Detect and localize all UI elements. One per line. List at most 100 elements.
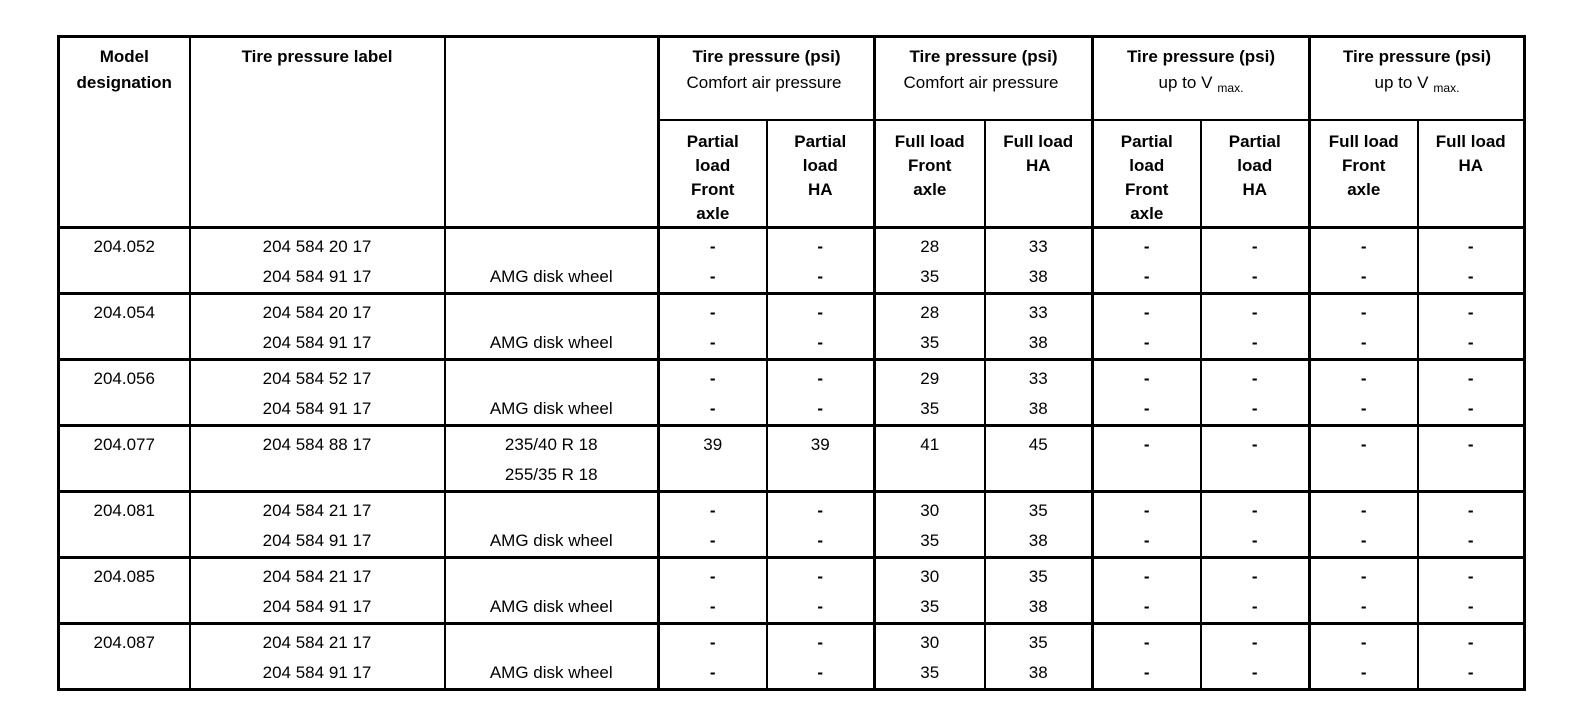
- vmax-full-front-cell: - -: [1308, 555, 1419, 625]
- comfort-partial-front-cell: 39: [657, 423, 768, 493]
- vmax-full-ha-cell: - -: [1416, 357, 1526, 427]
- wheel-note-line: AMG disk wheel: [489, 530, 613, 550]
- pressure-value: -: [817, 398, 824, 418]
- pressure-value: -: [1467, 434, 1474, 454]
- comfort-full-ha-cell: 35 38: [983, 489, 1094, 559]
- pressure-value: 33: [1028, 302, 1048, 322]
- subheader-vmax-full-front: Full load Front axle: [1308, 118, 1419, 228]
- pressure-value: -: [709, 530, 716, 550]
- model-designation: 204.087: [93, 632, 155, 652]
- pressure-value: 29: [920, 368, 940, 388]
- pressure-label-line: 204 584 20 17: [262, 236, 372, 256]
- group-subtitle-text: up to V: [1374, 73, 1429, 92]
- pressure-value: [1096, 460, 1199, 489]
- tire-pressure-label-header-label: Tire pressure label: [241, 47, 393, 66]
- table-row: 204.054 204 584 20 17 204 584 91 17 AMG …: [57, 291, 1526, 361]
- pressure-label-line: 204 584 21 17: [262, 566, 372, 586]
- pressure-value: -: [817, 566, 824, 586]
- model-designation: 204.052: [93, 236, 155, 256]
- pressure-value: -: [1360, 332, 1367, 352]
- comfort-partial-ha-cell: - -: [765, 291, 876, 361]
- vmax-partial-front-cell: - -: [1091, 225, 1202, 295]
- pressure-value: 38: [1028, 530, 1048, 550]
- pressure-value: -: [817, 632, 824, 652]
- wheel-note-line: [447, 364, 657, 394]
- subheader-vmax-partial-front: Partial load Front axle: [1091, 118, 1202, 228]
- group-header-comfort-full: Tire pressure (psi) Comfort air pressure: [873, 35, 1094, 121]
- comfort-full-ha-cell: 33 38: [983, 291, 1094, 361]
- vmax-partial-front-cell: - -: [1091, 291, 1202, 361]
- pressure-label-line: 204 584 91 17: [262, 596, 372, 616]
- subheader-vmax-partial-ha: Partial load HA: [1199, 118, 1311, 228]
- vmax-partial-ha-cell: - -: [1199, 555, 1311, 625]
- pressure-value: -: [1360, 662, 1367, 682]
- pressure-value: 35: [920, 530, 940, 550]
- comfort-partial-front-cell: - -: [657, 621, 768, 691]
- model-designation: 204.077: [93, 434, 155, 454]
- pressure-value: -: [1251, 266, 1258, 286]
- pressure-value: -: [1360, 596, 1367, 616]
- group-subtitle-text: Comfort air pressure: [686, 73, 842, 92]
- model-cell: 204.087: [57, 621, 191, 691]
- vmax-partial-ha-cell: - -: [1199, 489, 1311, 559]
- table-row: 204.056 204 584 52 17 204 584 91 17 AMG …: [57, 357, 1526, 427]
- group-header-row: Model designation Tire pressure label Ti…: [57, 35, 1526, 228]
- wheel-note-cell: AMG disk wheel: [443, 357, 660, 427]
- comfort-partial-front-cell: - -: [657, 489, 768, 559]
- comfort-full-front-cell: 28 35: [873, 225, 986, 295]
- pressure-value: -: [1467, 632, 1474, 652]
- pressure-value: 35: [920, 662, 940, 682]
- pressure-value: -: [1251, 530, 1258, 550]
- wheel-note-line: AMG disk wheel: [489, 662, 613, 682]
- pressure-value: -: [1467, 566, 1474, 586]
- group-title: Tire pressure (psi): [1126, 47, 1276, 66]
- vmax-full-ha-cell: - -: [1416, 291, 1526, 361]
- pressure-value: -: [817, 332, 824, 352]
- vmax-full-front-cell: - -: [1308, 621, 1419, 691]
- pressure-value: -: [1467, 662, 1474, 682]
- pressure-value: -: [1360, 530, 1367, 550]
- pressure-label-line: 204 584 20 17: [262, 302, 372, 322]
- comfort-partial-ha-cell: - -: [765, 357, 876, 427]
- comfort-partial-ha-cell: - -: [765, 225, 876, 295]
- pressure-label-cell: 204 584 52 17 204 584 91 17: [188, 357, 446, 427]
- comfort-partial-ha-cell: - -: [765, 489, 876, 559]
- vmax-partial-front-cell: - -: [1091, 621, 1202, 691]
- wheel-note-cell: AMG disk wheel: [443, 489, 660, 559]
- pressure-value: 38: [1028, 662, 1048, 682]
- pressure-value: -: [1251, 332, 1258, 352]
- pressure-value: -: [1360, 266, 1367, 286]
- vmax-partial-front-cell: - -: [1091, 555, 1202, 625]
- pressure-value: -: [1143, 266, 1150, 286]
- vmax-partial-front-cell: - -: [1091, 489, 1202, 559]
- table-row: 204.085 204 584 21 17 204 584 91 17 AMG …: [57, 555, 1526, 625]
- pressure-value: 30: [920, 500, 940, 520]
- pressure-value: -: [1143, 434, 1150, 454]
- pressure-label-line: 204 584 91 17: [262, 398, 372, 418]
- vmax-partial-ha-cell: - -: [1199, 291, 1311, 361]
- pressure-value: -: [1360, 368, 1367, 388]
- pressure-value: -: [709, 662, 716, 682]
- pressure-value: -: [1467, 530, 1474, 550]
- pressure-label-line: 204 584 52 17: [262, 368, 372, 388]
- pressure-value: [1203, 460, 1308, 489]
- comfort-partial-ha-cell: - -: [765, 555, 876, 625]
- group-subtitle: Comfort air pressure: [878, 70, 1091, 101]
- vmax-partial-ha-cell: - -: [1199, 621, 1311, 691]
- pressure-value: -: [1143, 662, 1150, 682]
- table-row: 204.081 204 584 21 17 204 584 91 17 AMG …: [57, 489, 1526, 559]
- pressure-value: -: [709, 368, 716, 388]
- group-header-vmax-full: Tire pressure (psi) up to V max.: [1308, 35, 1526, 121]
- pressure-value: -: [1251, 398, 1258, 418]
- pressure-value: -: [1251, 596, 1258, 616]
- pressure-label-cell: 204 584 20 17 204 584 91 17: [188, 291, 446, 361]
- table-row: 204.052 204 584 20 17 204 584 91 17 AMG …: [57, 225, 1526, 295]
- wheel-note-line: 255/35 R 18: [504, 464, 598, 484]
- tire-pressure-table: Model designation Tire pressure label Ti…: [57, 35, 1526, 691]
- pressure-value: -: [709, 596, 716, 616]
- model-cell: 204.056: [57, 357, 191, 427]
- pressure-value: -: [709, 302, 716, 322]
- group-subtitle: Comfort air pressure: [662, 70, 873, 101]
- model-designation: 204.081: [93, 500, 155, 520]
- vmax-full-ha-cell: - -: [1416, 621, 1526, 691]
